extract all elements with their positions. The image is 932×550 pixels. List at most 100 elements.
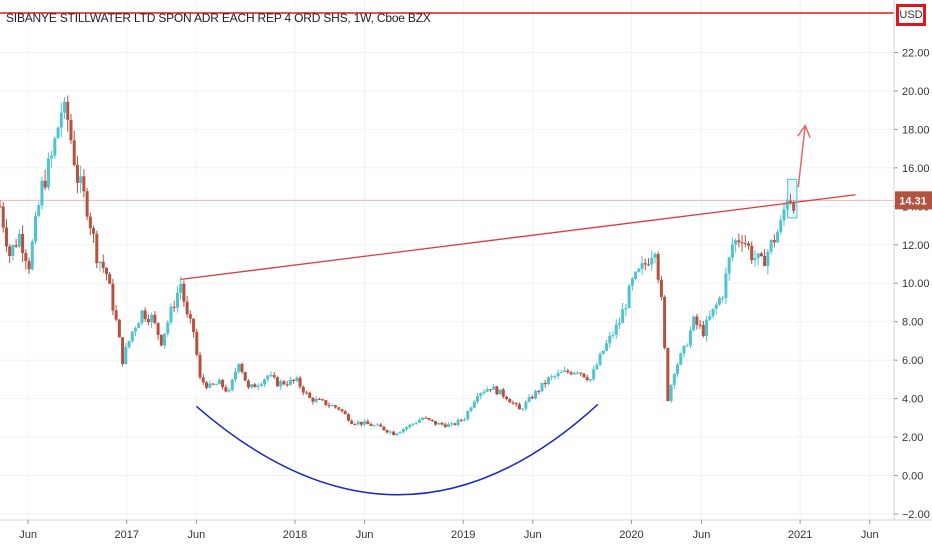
candle-down	[350, 420, 354, 424]
candle-up	[127, 340, 131, 348]
candle-up	[150, 314, 154, 323]
candle-down	[508, 399, 512, 403]
candle-up	[179, 283, 183, 293]
candle-down	[379, 424, 383, 427]
candle-up	[572, 372, 576, 375]
candle-up	[640, 263, 644, 269]
candle-down	[243, 371, 247, 381]
candle-up	[630, 278, 634, 286]
time-tick-label: 2019	[451, 529, 475, 541]
candle-up	[288, 379, 292, 385]
price-tick-label: 18.00	[902, 124, 930, 136]
candle-up	[650, 257, 654, 265]
candle-up	[779, 220, 783, 233]
time-tick-label: Jun	[187, 529, 205, 541]
candle-up	[550, 376, 554, 378]
candle-down	[514, 403, 518, 405]
candle-down	[659, 279, 663, 297]
candle-up	[627, 285, 631, 309]
candle-up	[524, 401, 528, 409]
candle-up	[559, 372, 563, 374]
candle-down	[511, 402, 515, 404]
candle-up	[140, 310, 144, 324]
time-tick-label: 2020	[619, 529, 643, 541]
candle-down	[311, 397, 315, 402]
candle-up	[40, 180, 44, 206]
candle-down	[346, 414, 350, 421]
candle-down	[301, 386, 305, 393]
price-tick-label: 8.00	[902, 317, 923, 329]
candle-down	[308, 392, 312, 398]
candle-up	[175, 292, 179, 308]
resistance-trendline[interactable]	[180, 194, 856, 281]
candle-up	[527, 396, 531, 402]
candle-down	[282, 381, 286, 385]
candle-up	[330, 405, 334, 407]
candle-up	[169, 306, 173, 323]
candle-up	[669, 384, 673, 401]
time-tick-label: Jun	[19, 529, 37, 541]
candle-down	[24, 253, 28, 262]
candle-up	[356, 421, 360, 425]
candle-down	[121, 337, 125, 365]
last-price-tag: 14.31	[895, 191, 932, 210]
candle-up	[546, 377, 550, 385]
candle-up	[563, 370, 567, 373]
candle-up	[166, 322, 170, 334]
candle-down	[427, 417, 431, 420]
chart-drawings[interactable]	[180, 123, 856, 496]
candle-down	[334, 405, 338, 408]
candle-up	[614, 324, 618, 335]
candle-up	[463, 419, 467, 421]
candle-up	[727, 257, 731, 274]
candle-down	[304, 392, 308, 394]
candle-up	[734, 240, 738, 245]
candle-up	[730, 244, 734, 258]
arrow-head[interactable]	[797, 123, 811, 138]
candle-up	[705, 319, 709, 336]
candle-down	[317, 399, 321, 401]
candle-down	[66, 101, 70, 120]
candle-down	[663, 296, 667, 348]
candle-down	[188, 314, 192, 319]
candle-down	[192, 318, 196, 332]
candle-down	[292, 379, 296, 381]
time-axis[interactable]: Jun 2017 Jun 2018 Jun 2019 Jun 2020 Jun 2021 Jun	[19, 520, 879, 541]
candle-down	[530, 396, 534, 399]
candle-down	[585, 377, 589, 381]
candle-down	[43, 180, 47, 188]
candle-up	[250, 384, 254, 388]
highlight-box[interactable]	[787, 178, 798, 219]
candle-down	[75, 164, 79, 183]
candle-up	[682, 345, 686, 354]
candle-up	[411, 423, 415, 425]
currency-button[interactable]: USD	[896, 4, 926, 26]
cup-arc[interactable]	[195, 403, 599, 496]
last-price-value: 14.31	[899, 195, 927, 207]
candle-down	[353, 423, 357, 425]
price-tick-label: 4.00	[902, 394, 923, 406]
candle-up	[395, 433, 399, 436]
candle-up	[401, 429, 405, 432]
price-tick-label: 16.00	[902, 163, 930, 175]
arrow-shaft[interactable]	[797, 125, 806, 188]
candle-down	[666, 347, 670, 401]
candle-down	[101, 261, 105, 268]
candle-down	[369, 424, 373, 427]
candle-up	[756, 253, 760, 259]
candle-up	[421, 417, 425, 420]
candle-down	[788, 200, 792, 203]
price-axis[interactable]: 22.0020.0018.0016.0014.0012.0010.008.006…	[894, 47, 930, 521]
candle-up	[679, 353, 683, 365]
candle-down	[21, 233, 25, 254]
candle-down	[195, 331, 199, 355]
candle-down	[656, 253, 660, 280]
candle-up	[50, 155, 54, 159]
candle-down	[88, 216, 92, 229]
candle-up	[576, 372, 580, 374]
candle-down	[385, 430, 389, 433]
candle-up	[711, 308, 715, 317]
candle-up	[492, 386, 496, 390]
candle-down	[443, 424, 447, 427]
